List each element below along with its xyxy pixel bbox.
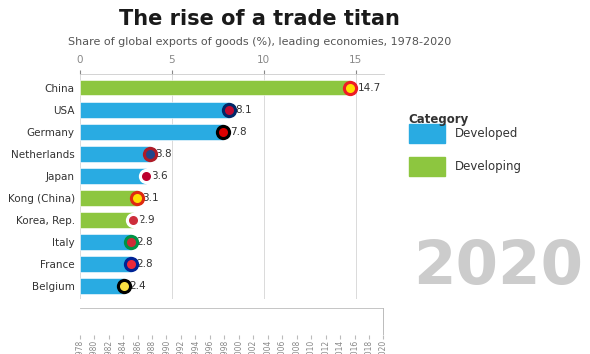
Bar	[80, 102, 229, 118]
Bar	[80, 278, 124, 294]
Text: The rise of a trade titan: The rise of a trade titan	[119, 9, 400, 29]
Text: Developing: Developing	[455, 160, 522, 173]
Bar	[80, 80, 350, 96]
Text: 2.4: 2.4	[129, 281, 146, 291]
Text: 3.1: 3.1	[142, 193, 159, 203]
Text: 2.8: 2.8	[136, 259, 153, 269]
Bar	[80, 146, 150, 162]
Bar	[80, 124, 223, 139]
Text: 2.8: 2.8	[136, 237, 153, 247]
Text: Category: Category	[408, 113, 469, 126]
Text: 2020: 2020	[414, 238, 584, 297]
FancyBboxPatch shape	[408, 157, 445, 176]
Bar	[80, 234, 131, 250]
Text: 7.8: 7.8	[230, 127, 247, 137]
Bar	[80, 168, 146, 184]
Text: Developed: Developed	[455, 127, 518, 140]
Text: 8.1: 8.1	[235, 104, 252, 115]
Bar	[80, 190, 137, 206]
Text: 14.7: 14.7	[358, 82, 381, 92]
Text: Share of global exports of goods (%), leading economies, 1978-2020: Share of global exports of goods (%), le…	[68, 37, 451, 47]
Bar	[80, 212, 133, 228]
Text: 3.6: 3.6	[151, 171, 168, 181]
Text: 2.9: 2.9	[138, 215, 155, 225]
Text: 3.8: 3.8	[155, 149, 172, 159]
Bar	[80, 256, 131, 272]
FancyBboxPatch shape	[408, 124, 445, 143]
